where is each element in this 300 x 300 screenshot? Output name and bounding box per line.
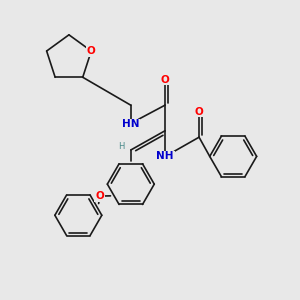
Text: O: O [195,106,203,117]
Text: H: H [118,142,124,151]
Text: O: O [160,75,169,85]
Text: O: O [95,191,104,201]
Text: O: O [87,46,96,56]
Text: NH: NH [156,152,174,161]
Text: HN: HN [122,119,140,129]
